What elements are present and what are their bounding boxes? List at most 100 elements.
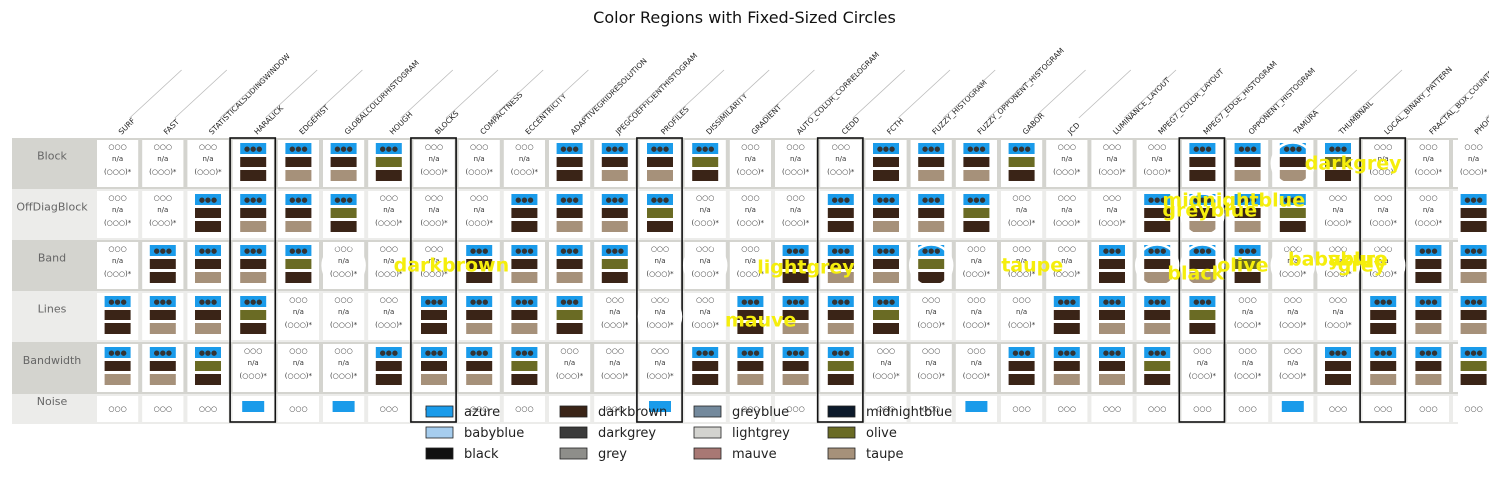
table-cell: [820, 140, 862, 187]
cell-swatch: [873, 208, 899, 218]
cell-mark: ○○○: [1374, 405, 1392, 413]
cell-swatch: [782, 374, 809, 385]
cell-swatch: [240, 157, 267, 167]
table-cell: [910, 293, 952, 340]
table-cell: [1227, 344, 1269, 392]
cell-caption: n/a: [474, 206, 485, 214]
table-cell: [594, 396, 636, 422]
cell-swatch: [1460, 272, 1487, 283]
cell-mark: ○○○: [199, 143, 217, 151]
cell-swatch: [1325, 143, 1351, 154]
cell-mark: (○○○)*: [692, 219, 720, 227]
cell-mark: ●●●: [560, 247, 578, 255]
cell-swatch: [601, 245, 628, 256]
cell-swatch: [375, 170, 402, 181]
cell-mark: (○○○)*: [692, 321, 720, 329]
cell-swatch: [601, 143, 628, 154]
cell-swatch: [556, 194, 583, 205]
column-header: AUTO_COLOR_CORRELOGRAM: [795, 50, 881, 136]
cell-swatch: [195, 310, 221, 320]
cell-swatch: [1144, 296, 1171, 307]
cell-mark: ●●●: [154, 298, 172, 306]
cell-swatch: [511, 221, 538, 232]
header-leader: [1349, 69, 1403, 119]
cell-swatch: [104, 296, 131, 307]
cell-swatch: [1099, 245, 1125, 256]
cell-mark: ●●●: [1058, 298, 1076, 306]
cell-caption: n/a: [1061, 257, 1072, 265]
cell-swatch: [782, 259, 809, 269]
annotation-circle: [908, 243, 954, 288]
cell-swatch: [918, 259, 945, 269]
cell-swatch: [737, 323, 764, 334]
matrix-grid: ○○○ n/a (○○○)* ○○○ n/a (○○○)* ○○○ n/a (○○○)* ●●● ●…: [12, 138, 1489, 424]
cell-swatch: [375, 361, 402, 371]
cell-mark: ○○○: [696, 194, 714, 202]
cell-swatch: [421, 347, 447, 358]
cell-swatch: [511, 347, 538, 358]
table-cell: [729, 242, 771, 289]
cell-swatch: [1460, 259, 1487, 269]
cell-caption: n/a: [157, 206, 168, 214]
annotation-label: taupe: [1001, 255, 1063, 277]
cell-mark: ○○○: [199, 405, 217, 413]
cell-swatch: [827, 347, 854, 358]
cell-mark: ○○○: [922, 405, 940, 413]
cell-swatch: [1099, 272, 1125, 283]
cell-swatch: [1460, 194, 1487, 205]
cell-swatch: [1279, 143, 1306, 154]
cell-caption: n/a: [654, 359, 665, 367]
column-header: ECCENTRICITY: [523, 91, 568, 136]
annotation-circle: [1270, 243, 1316, 288]
column-header: TAMURA: [1291, 107, 1321, 137]
cell-mark: ●●●: [199, 349, 217, 357]
cell-swatch: [963, 170, 990, 181]
cell-swatch: [918, 170, 945, 181]
cell-swatch: [104, 310, 131, 320]
header-leader: [807, 69, 860, 119]
cell-mark: ●●●: [1374, 349, 1392, 357]
table-cell: [1046, 140, 1088, 187]
cell-mark: ●●●: [967, 196, 985, 204]
cell-swatch: [511, 194, 538, 205]
cell-swatch: [104, 323, 131, 334]
cell-caption: n/a: [1061, 206, 1072, 214]
cell-caption: n/a: [383, 206, 394, 214]
cell-mark: ○○○: [606, 405, 624, 413]
cell-mark: ○○○: [1329, 194, 1347, 202]
cell-swatch: [1189, 170, 1216, 181]
cell-mark: ○○○: [741, 405, 759, 413]
cell-mark: ●●●: [741, 349, 759, 357]
cell-mark: ●●●: [877, 298, 895, 306]
header-leader: [400, 69, 454, 119]
annotation-circle: [1134, 243, 1180, 288]
cell-mark: (○○○)*: [963, 270, 991, 278]
cell-mark: (○○○)*: [601, 321, 629, 329]
highlight-column-box: [1178, 137, 1226, 423]
cell-swatch: [1325, 170, 1351, 181]
legend-swatch: [425, 447, 454, 460]
cell-mark: (○○○)*: [737, 270, 765, 278]
legend-label: darkgrey: [598, 426, 656, 441]
cell-swatch: [511, 323, 538, 334]
cell-swatch: [466, 361, 493, 371]
cell-mark: ●●●: [244, 247, 262, 255]
header-leader: [581, 69, 634, 119]
table-cell: [413, 191, 455, 238]
table-cell: [1362, 396, 1404, 422]
table-cell: [368, 242, 410, 289]
cell-caption: n/a: [880, 359, 891, 367]
cell-swatch: [104, 347, 131, 358]
cell-mark: ○○○: [1103, 405, 1121, 413]
table-cell: [955, 293, 997, 340]
legend-swatch: [827, 405, 856, 418]
cell-swatch: [1234, 272, 1261, 283]
cell-swatch: [240, 245, 267, 256]
cell-mark: (○○○)*: [420, 219, 448, 227]
cell-swatch: [873, 272, 899, 283]
cell-mark: ○○○: [1193, 347, 1211, 355]
header-leader: [988, 69, 1041, 119]
cell-swatch: [1189, 143, 1216, 154]
cell-mark: ○○○: [1193, 405, 1211, 413]
cell-mark: ○○○: [1284, 296, 1302, 304]
